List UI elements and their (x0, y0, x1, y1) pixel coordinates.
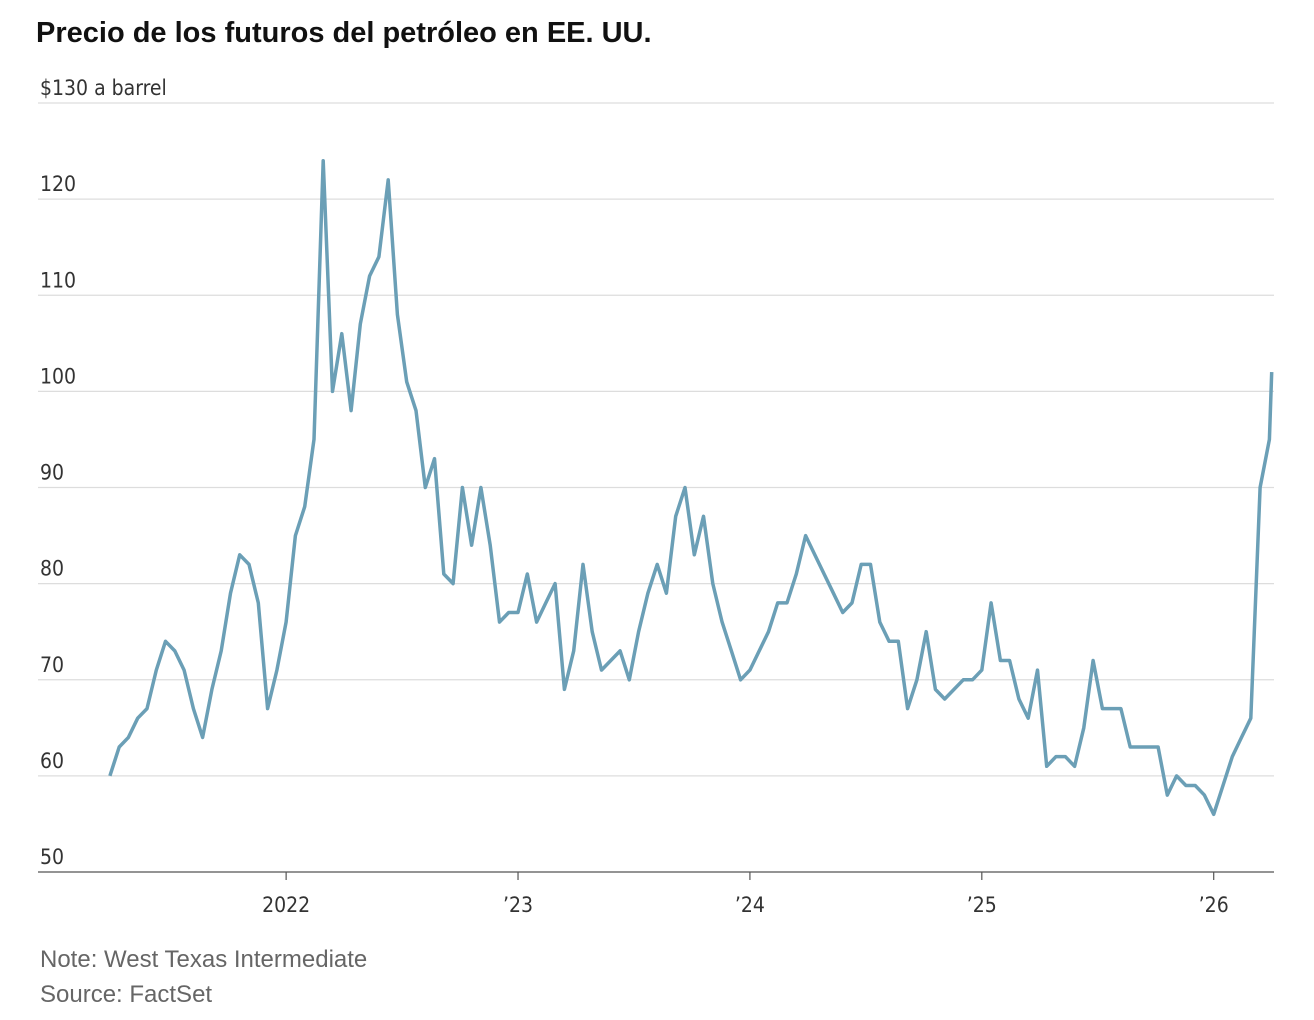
y-tick-label: 50 (40, 845, 64, 869)
y-tick-label: 90 (40, 461, 64, 485)
x-tick-label: ’23 (503, 893, 533, 917)
x-tick-label: ’25 (967, 893, 997, 917)
source: Source: FactSet (40, 981, 212, 1008)
y-tick-label: $130 a barrel (40, 76, 167, 100)
note: Note: West Texas Intermediate (40, 946, 367, 973)
x-tick-label: ’26 (1199, 893, 1229, 917)
x-tick-label: 2022 (262, 893, 310, 917)
y-tick-label: 80 (40, 557, 64, 581)
y-tick-label: 100 (40, 364, 76, 388)
price-line (108, 158, 1274, 817)
y-tick-label: 110 (40, 268, 76, 292)
y-tick-label: 70 (40, 653, 64, 677)
y-tick-label: 120 (40, 172, 76, 196)
chart-title: Precio de los futuros del petróleo en EE… (36, 17, 652, 49)
y-tick-label: 60 (40, 749, 64, 773)
x-tick-label: ’24 (735, 893, 765, 917)
